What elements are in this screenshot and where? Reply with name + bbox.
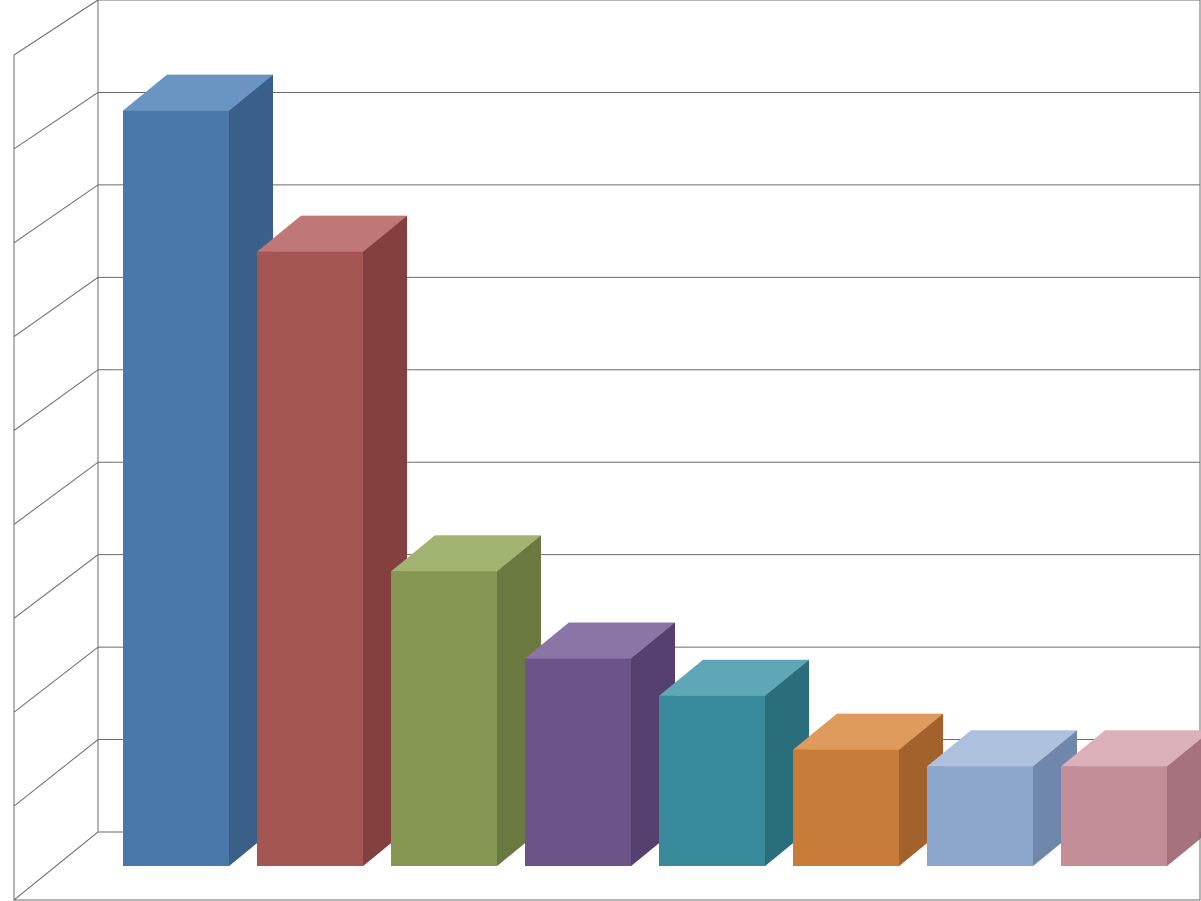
bar bbox=[659, 660, 809, 866]
bar-front bbox=[793, 750, 899, 866]
bar bbox=[391, 535, 541, 866]
bar-front bbox=[391, 571, 497, 866]
bar-front bbox=[1061, 766, 1167, 866]
bar bbox=[525, 623, 675, 867]
bar-front bbox=[525, 659, 631, 867]
chart-side-wall bbox=[14, 0, 98, 900]
bar-front bbox=[927, 766, 1033, 866]
bar-front bbox=[123, 111, 229, 866]
bar-front bbox=[659, 696, 765, 866]
bar bbox=[1061, 730, 1201, 866]
bar-chart-3d bbox=[0, 0, 1201, 901]
bar bbox=[927, 730, 1077, 866]
bar bbox=[793, 714, 943, 866]
bar bbox=[123, 75, 273, 866]
bar-front bbox=[257, 252, 363, 866]
bar bbox=[257, 216, 407, 866]
